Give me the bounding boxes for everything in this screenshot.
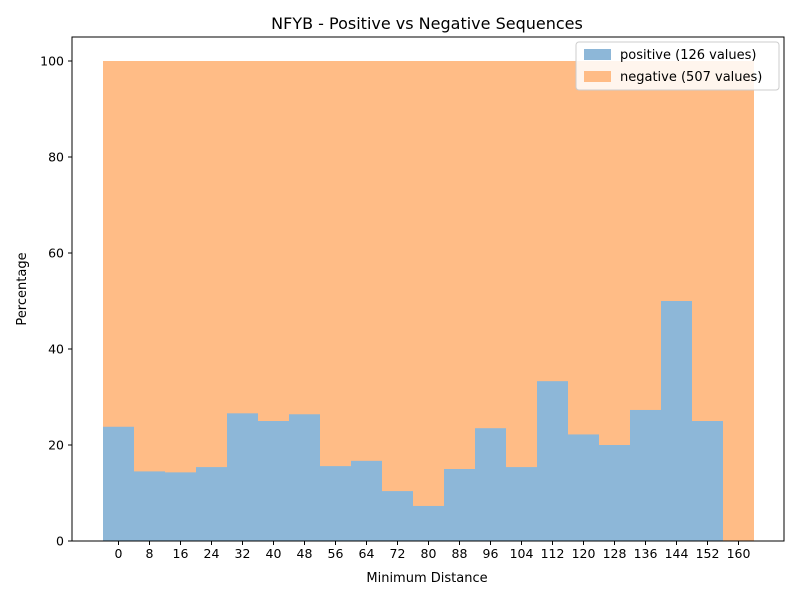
- x-tick-label: 40: [266, 546, 282, 561]
- legend-label-negative: negative (507 values): [620, 70, 762, 85]
- x-tick-label: 56: [328, 546, 344, 561]
- x-tick-label: 8: [146, 546, 154, 561]
- y-axis: 0 20 40 60 80 100: [40, 54, 72, 549]
- positive-bar-104: [506, 467, 537, 541]
- legend: positive (126 values) negative (507 valu…: [575, 41, 780, 91]
- negative-bar-56: [320, 61, 351, 541]
- x-tick-label: 64: [359, 546, 375, 561]
- negative-bar-160: [723, 61, 754, 541]
- positive-bar-56: [320, 466, 351, 541]
- positive-bar-152: [692, 421, 723, 541]
- positive-bar-40: [258, 421, 289, 541]
- x-tick-label: 48: [297, 546, 313, 561]
- positive-bar-120: [568, 434, 599, 541]
- x-tick-label: 128: [603, 546, 627, 561]
- negative-bar-104: [506, 61, 537, 541]
- positive-bar-128: [599, 445, 630, 541]
- x-tick-label: 0: [115, 546, 123, 561]
- positive-bar-32: [227, 413, 258, 541]
- x-tick-label: 88: [452, 546, 468, 561]
- y-tick-label: 20: [48, 438, 64, 453]
- negative-bar-88: [444, 61, 475, 541]
- legend-label-positive: positive (126 values): [620, 48, 757, 63]
- x-tick-label: 24: [204, 546, 220, 561]
- x-tick-label: 72: [390, 546, 406, 561]
- y-tick-label: 100: [40, 54, 64, 69]
- positive-bar-80: [413, 505, 444, 541]
- positive-bar-88: [444, 469, 475, 541]
- x-axis-title: Minimum Distance: [366, 571, 487, 586]
- positive-bar-48: [289, 414, 320, 541]
- positive-bar-24: [196, 467, 227, 541]
- chart-title: NFYB - Positive vs Negative Sequences: [271, 14, 583, 33]
- x-tick-label: 16: [173, 546, 189, 561]
- positive-bar-8: [134, 471, 165, 541]
- x-tick-label: 104: [510, 546, 534, 561]
- y-tick-label: 60: [48, 246, 64, 261]
- positive-series: [103, 301, 723, 541]
- x-tick-label: 136: [634, 546, 658, 561]
- legend-box: [575, 41, 780, 91]
- y-tick-label: 40: [48, 342, 64, 357]
- positive-bar-96: [475, 428, 506, 541]
- x-tick-label: 144: [665, 546, 689, 561]
- y-axis-title: Percentage: [15, 252, 30, 325]
- y-tick-label: 0: [56, 534, 64, 549]
- negative-bar-16: [165, 61, 196, 541]
- legend-swatch-positive: [584, 49, 611, 60]
- negative-bar-24: [196, 61, 227, 541]
- positive-bar-136: [630, 409, 661, 541]
- x-tick-label: 80: [421, 546, 437, 561]
- x-tick-label: 112: [541, 546, 565, 561]
- x-axis: 0 8 16 24 32 40 48 56 64 72 80 88 96 104 112 120 128 136 1…: [115, 541, 751, 561]
- positive-bar-112: [537, 381, 568, 541]
- x-tick-label: 96: [483, 546, 499, 561]
- positive-bar-144: [661, 301, 692, 541]
- x-tick-label: 160: [727, 546, 751, 561]
- positive-bar-16: [165, 472, 196, 541]
- positive-bar-0: [103, 426, 134, 541]
- x-tick-label: 120: [572, 546, 596, 561]
- negative-bar-80: [413, 61, 444, 541]
- positive-bar-72: [382, 491, 413, 541]
- negative-bar-72: [382, 61, 413, 541]
- negative-bar-8: [134, 61, 165, 541]
- x-tick-label: 32: [235, 546, 251, 561]
- positive-bar-64: [351, 460, 382, 541]
- x-tick-label: 152: [696, 546, 720, 561]
- y-tick-label: 80: [48, 150, 64, 165]
- legend-swatch-negative: [584, 71, 611, 82]
